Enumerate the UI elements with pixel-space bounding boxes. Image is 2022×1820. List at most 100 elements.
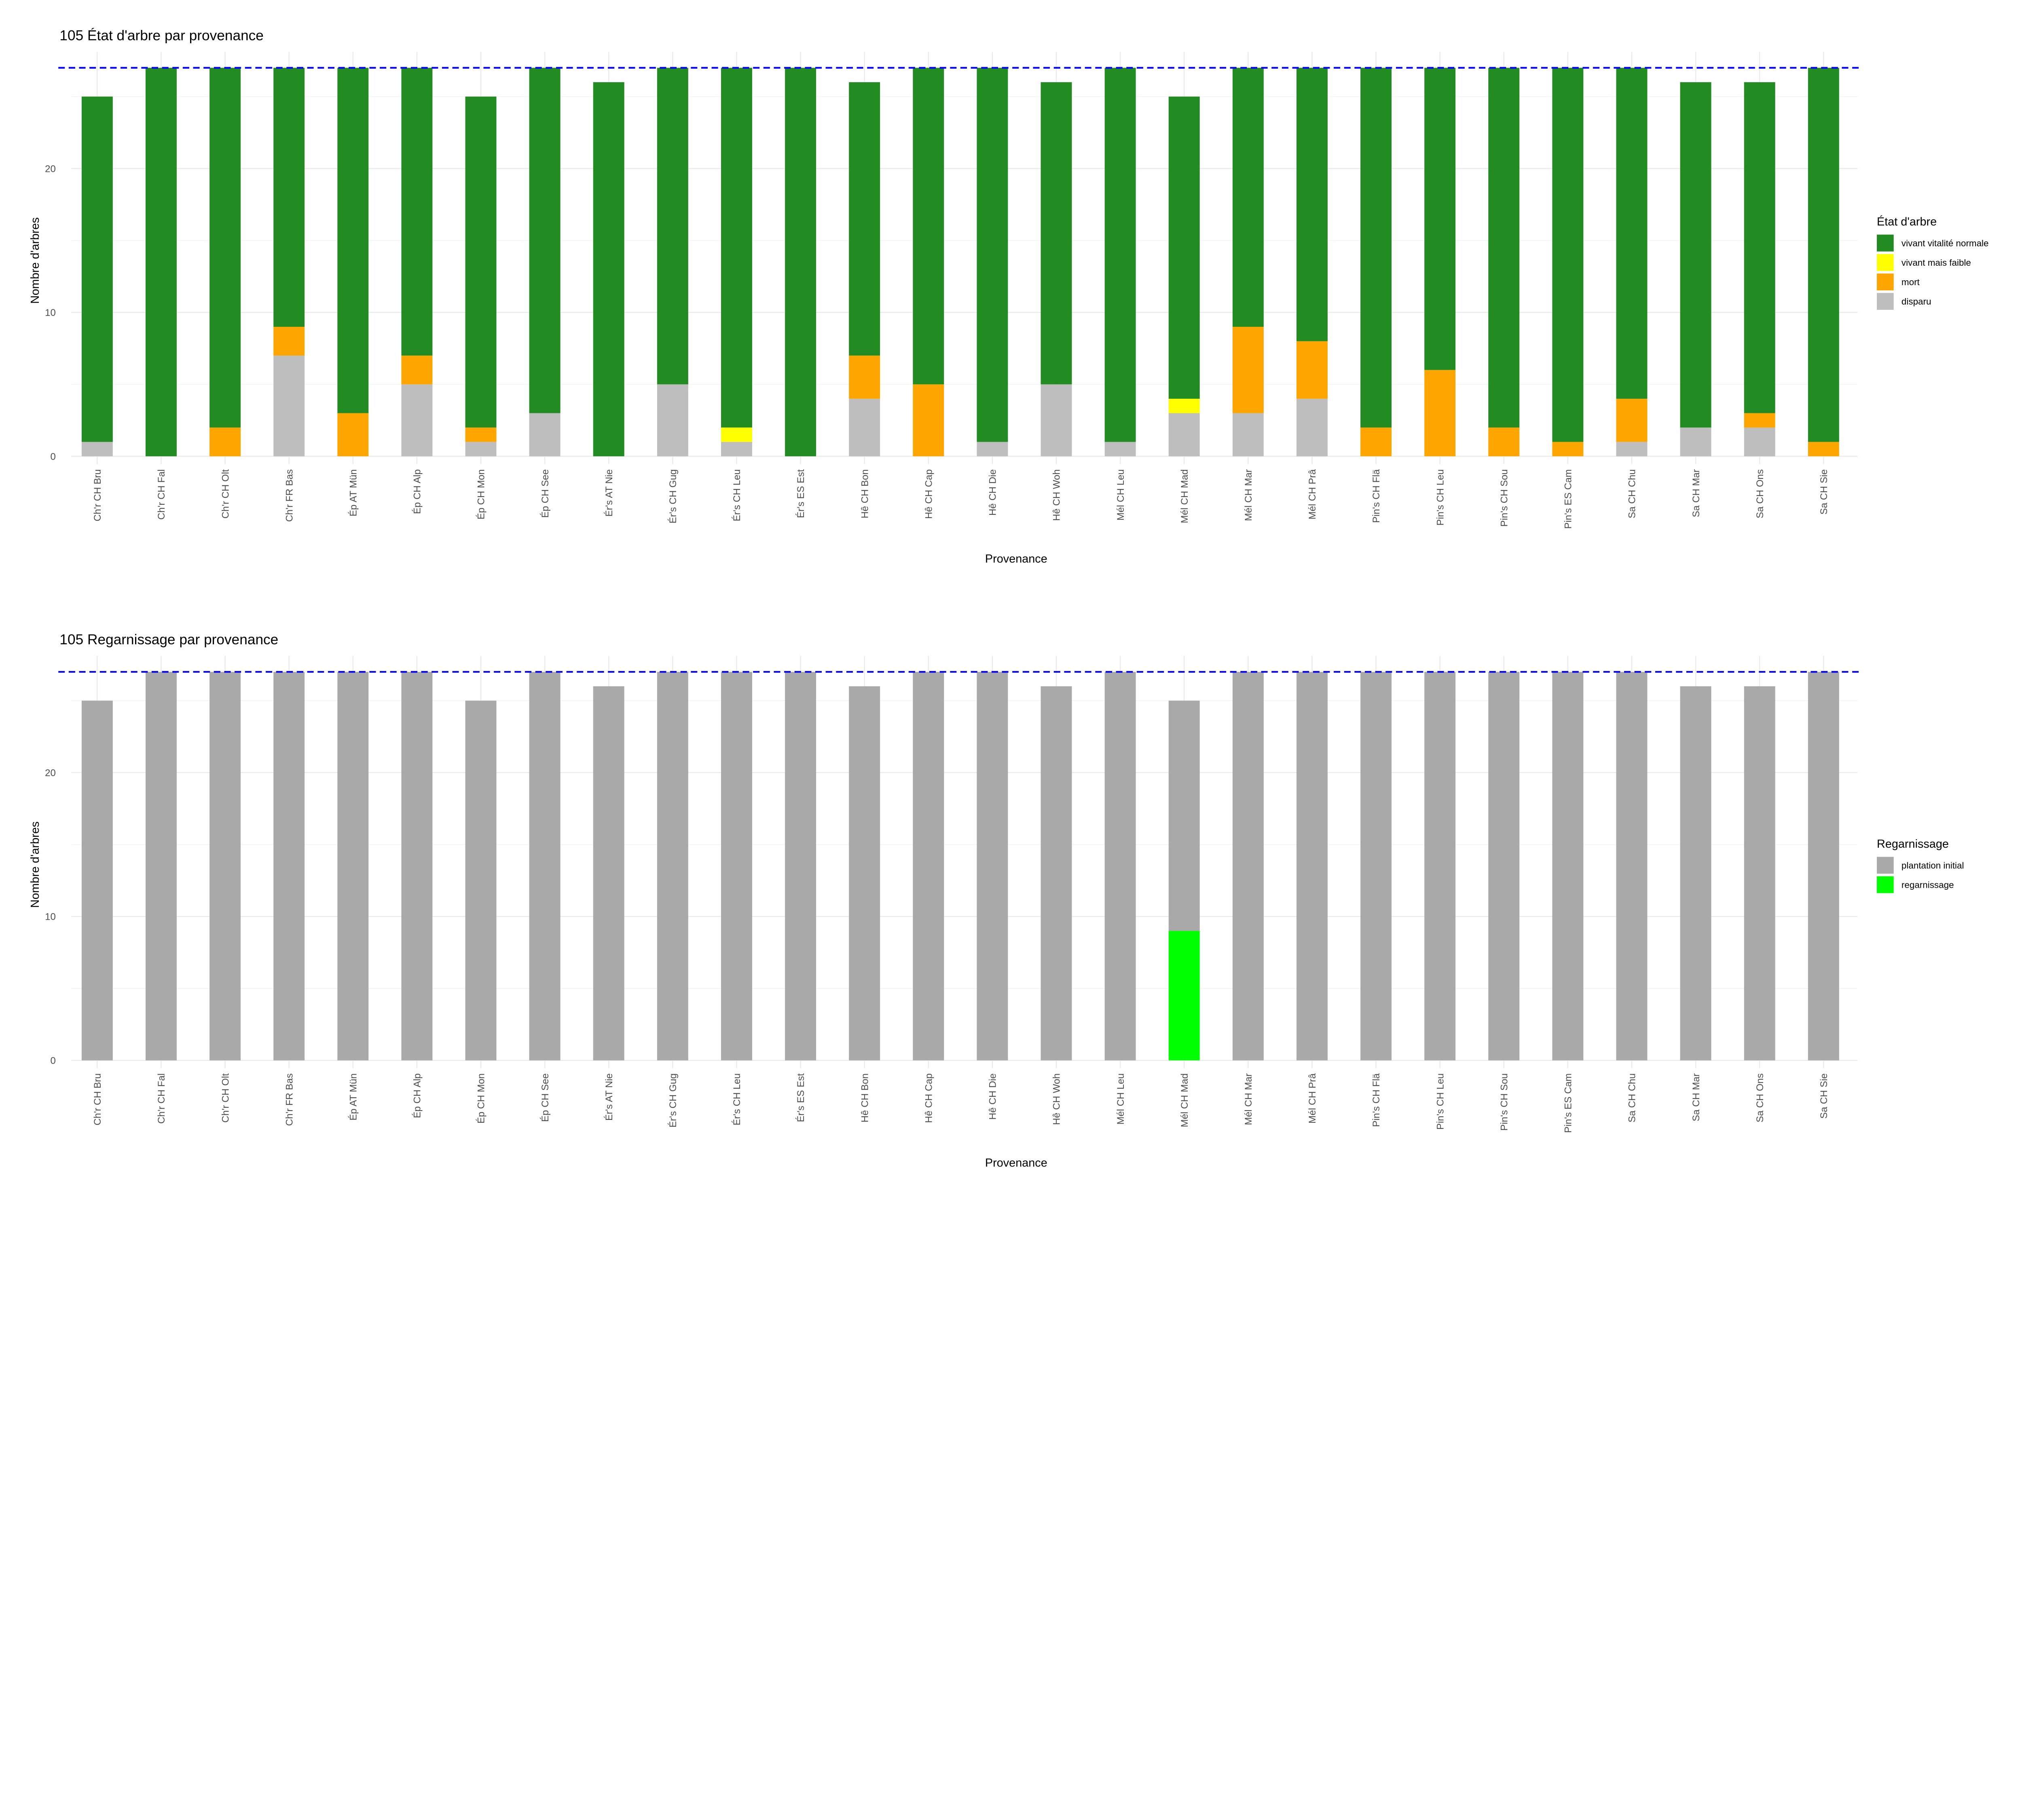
bar-segment xyxy=(1360,672,1392,1060)
x-tick-label: Sa CH Ons xyxy=(1755,469,1766,518)
legend-title: État d'arbre xyxy=(1877,215,1937,229)
x-tick-label: Ép CH See xyxy=(540,469,551,518)
x-tick-label: Hê CH Die xyxy=(988,469,998,516)
legend-swatch xyxy=(1877,857,1894,874)
x-tick-label: Hê CH Bon xyxy=(859,469,870,518)
x-tick-label: Ér's AT Nie xyxy=(604,1073,615,1121)
bar-segment xyxy=(401,356,433,385)
legend-swatch xyxy=(1877,876,1894,893)
chart-title: 105 Regarnissage par provenance xyxy=(59,632,278,648)
bar-segment xyxy=(401,68,433,356)
x-tick-label: Hê CH Woh xyxy=(1051,1073,1062,1125)
bar-segment xyxy=(913,68,944,385)
x-tick-label: Ér's ES Est xyxy=(795,469,806,518)
bar-segment xyxy=(1232,413,1264,457)
x-tick-label: Ép CH Alp xyxy=(412,1073,423,1118)
bar-segment xyxy=(849,82,880,356)
bar-segment xyxy=(1488,672,1520,1060)
x-tick-label: Hê CH Bon xyxy=(859,1073,870,1122)
bar-segment xyxy=(849,356,880,399)
bar-segment xyxy=(209,68,241,428)
bar-segment xyxy=(1744,413,1775,428)
figure: 105 État d'arbre par provenance Ch'r CH B… xyxy=(29,28,1989,1170)
bar-segment xyxy=(977,68,1008,442)
x-tick-label: Pin's CH Sou xyxy=(1499,469,1510,527)
y-axis-title: Nombre d'arbres xyxy=(29,217,42,304)
bar-segment xyxy=(401,384,433,457)
bar-segment xyxy=(273,356,305,457)
bar-segment xyxy=(1552,672,1584,1060)
x-tick-label: Pin's CH Flä xyxy=(1371,469,1382,523)
bar-segment xyxy=(1680,686,1711,1060)
bar-segment xyxy=(1296,68,1328,341)
bar-segment xyxy=(1808,68,1839,442)
bar-segment xyxy=(593,82,624,457)
bar-segment xyxy=(1168,931,1200,1060)
bar-segment xyxy=(529,672,560,1060)
bar-segment xyxy=(273,672,305,1060)
bar-segment xyxy=(1168,96,1200,399)
bar-segment xyxy=(1488,68,1520,428)
x-tick-label: Hê CH Cap xyxy=(923,1073,934,1123)
bar-segment xyxy=(1552,68,1584,442)
x-tick-label: Pin's CH Sou xyxy=(1499,1073,1510,1131)
bar-segment xyxy=(1296,672,1328,1060)
x-axis-title: Provenance xyxy=(985,552,1047,565)
x-tick-label: Ch'r CH Bru xyxy=(92,469,103,521)
x-tick-label: Mél CH Leu xyxy=(1115,1073,1126,1125)
bar-segment xyxy=(146,68,177,457)
x-tick-label: Ér's AT Nie xyxy=(604,469,615,516)
legend: État d'arbre vivant vitalité normale vivan… xyxy=(1877,215,1989,310)
legend-label: disparu xyxy=(1901,296,1931,307)
bar-segment xyxy=(721,68,752,428)
bar-segment xyxy=(721,442,752,457)
y-tick-label: 10 xyxy=(45,912,56,923)
x-tick-label: Mél CH Mar xyxy=(1243,469,1254,521)
x-tick-label: Sa CH Sie xyxy=(1819,1073,1830,1119)
bar-segment xyxy=(1296,341,1328,399)
bar-segment xyxy=(1424,68,1456,370)
y-tick-label: 0 xyxy=(50,1055,55,1066)
x-tick-label: Mél CH Mar xyxy=(1243,1073,1254,1125)
bar-segment xyxy=(1680,82,1711,428)
bar-segment xyxy=(785,68,816,457)
bar-segment xyxy=(913,672,944,1060)
bar-segment xyxy=(849,398,880,457)
bar-segment xyxy=(1808,442,1839,457)
bar-segment xyxy=(1744,427,1775,457)
chart-panel-2: 105 Regarnissage par provenance Ch'r CH B… xyxy=(29,632,1964,1170)
bar-segment xyxy=(913,384,944,457)
bar-segment xyxy=(529,68,560,413)
legend-label: plantation initial xyxy=(1901,860,1964,870)
x-tick-label: Ch'r CH Olt xyxy=(220,469,231,518)
bar-segment xyxy=(401,672,433,1060)
bar-segment xyxy=(657,672,688,1060)
x-tick-label: Sa CH Sie xyxy=(1819,469,1830,514)
x-tick-label: Ér's ES Est xyxy=(795,1073,806,1122)
bar-segment xyxy=(1232,672,1264,1060)
x-tick-label: Ép CH Mon xyxy=(476,1073,487,1124)
x-tick-label: Ch'r FR Bas xyxy=(284,1073,295,1126)
chart-figure: 105 État d'arbre par provenance Ch'r CH B… xyxy=(29,28,1989,1170)
bar-segment xyxy=(146,672,177,1060)
legend-swatch xyxy=(1877,293,1894,310)
bar-segment xyxy=(657,384,688,457)
x-tick-label: Sa CH Mar xyxy=(1691,1073,1702,1122)
x-tick-label: Ép CH See xyxy=(540,1073,551,1122)
x-tick-label: Pin's ES Cam xyxy=(1563,1073,1574,1133)
bar-segment xyxy=(529,413,560,457)
x-tick-label: Hê CH Cap xyxy=(923,469,934,519)
legend-label: regarnissage xyxy=(1901,880,1954,890)
bar-segment xyxy=(1104,68,1136,442)
y-tick-label: 0 xyxy=(50,451,55,462)
bar-segment xyxy=(209,427,241,457)
x-tick-label: Ér's CH Gug xyxy=(668,1073,679,1128)
bar-segment xyxy=(1744,82,1775,413)
bar-segment xyxy=(465,96,497,428)
bar-segment xyxy=(337,68,369,413)
bar-segment xyxy=(977,672,1008,1060)
bar-segment xyxy=(273,68,305,327)
legend: Regarnissage plantation initial regarnissa… xyxy=(1877,838,1964,893)
bar-segment xyxy=(1232,327,1264,413)
x-tick-label: Sa CH Chu xyxy=(1627,469,1638,518)
